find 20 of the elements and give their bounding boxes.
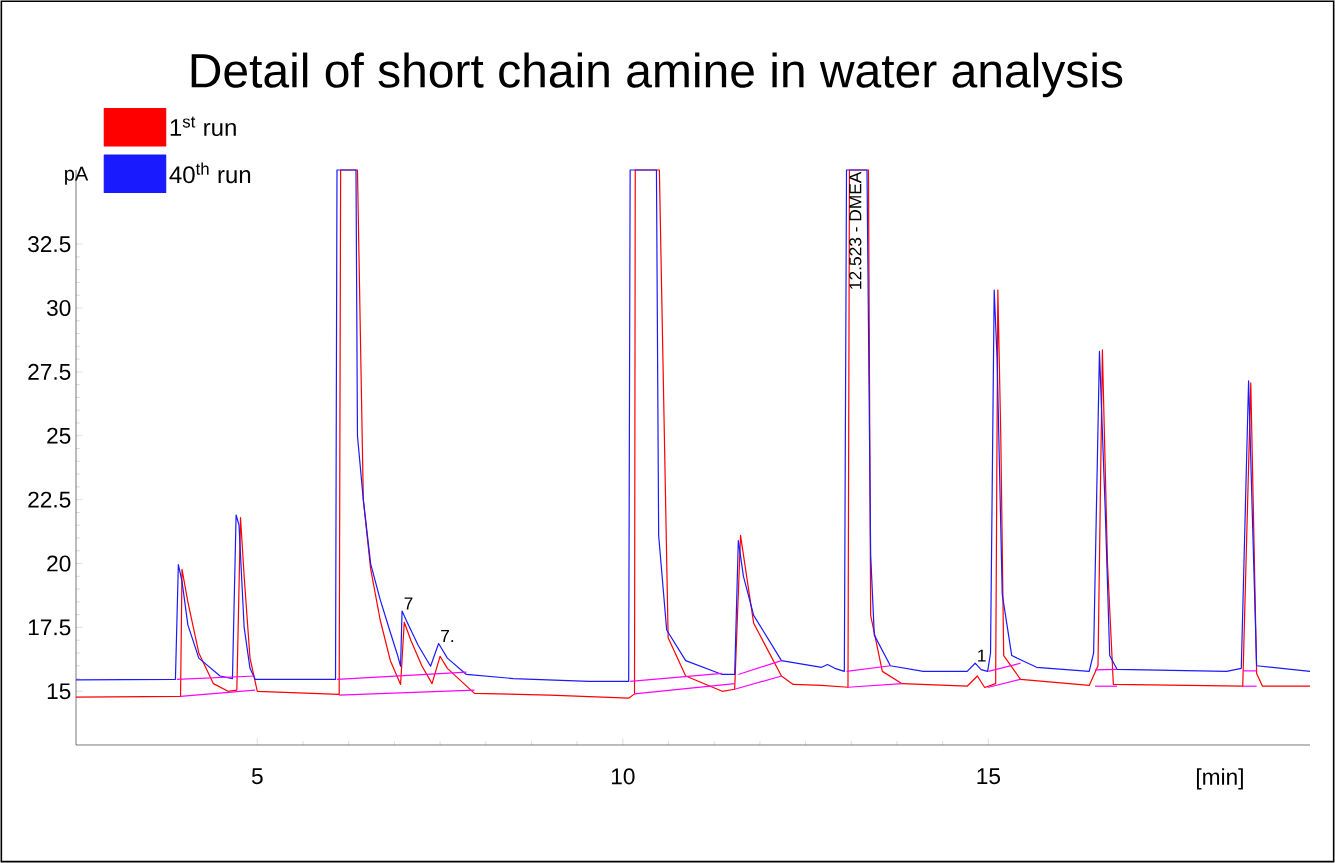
legend-label: 1$^{st}$ run: [170, 116, 236, 137]
x-axis-title: [min]: [1196, 768, 1243, 790]
y-tick-label: 27.5: [28, 363, 71, 380]
y-tick-label: 30: [46, 299, 71, 317]
x-tick-label: 15: [977, 768, 1000, 785]
x-tick-label: 10: [611, 768, 635, 785]
x-tick-label: 5: [251, 768, 263, 785]
y-tick-label: 20: [47, 555, 71, 572]
y-tick-label: 15: [47, 683, 71, 700]
y-tick-label: 32.5: [28, 236, 71, 253]
annotation: 7.: [441, 630, 454, 642]
annotation: 7: [404, 597, 413, 610]
annotation: 12.523 - DMEA: [849, 171, 862, 289]
legend-label: 40$^{th}$ run: [169, 162, 251, 184]
y-tick-label: 17.5: [28, 619, 71, 636]
annotation: 1: [978, 649, 986, 662]
y-tick-label: 25: [47, 427, 71, 444]
chart-title: Detail of short chain amine in water analysis: [191, 52, 1123, 98]
y-axis-title: pA: [65, 166, 89, 185]
y-tick-label: 22.5: [28, 491, 71, 508]
